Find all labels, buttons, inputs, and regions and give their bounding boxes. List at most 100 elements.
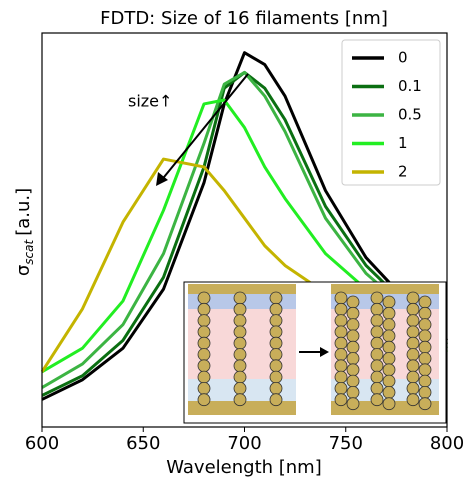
series-line: [41, 51, 449, 401]
particle: [334, 359, 348, 373]
particle: [406, 336, 420, 350]
particle: [346, 340, 360, 354]
particle: [197, 370, 211, 384]
particle: [406, 302, 420, 316]
legend-label: 1: [398, 134, 408, 152]
legend-label: 0.1: [398, 77, 422, 95]
particle: [382, 329, 396, 343]
x-tick-label: 700: [227, 433, 261, 454]
particle: [370, 302, 384, 316]
particle: [269, 314, 283, 328]
particle: [382, 295, 396, 309]
legend-label: 0.5: [398, 106, 422, 124]
particle: [334, 291, 348, 305]
y-label-subscript: scat: [22, 239, 36, 265]
particle: [197, 381, 211, 395]
particle: [370, 336, 384, 350]
particle: [370, 381, 384, 395]
particle: [382, 352, 396, 365]
particle: [406, 393, 420, 407]
legend-box: [341, 39, 441, 186]
y-axis-label: σscat [a.u.]: [13, 188, 36, 276]
particle: [269, 393, 283, 407]
particle: [233, 348, 247, 361]
x-tick-label: 750: [329, 433, 363, 454]
particle: [346, 385, 360, 399]
particle: [370, 393, 384, 407]
particle: [233, 336, 247, 350]
substrate-top: [188, 284, 296, 294]
particle: [370, 314, 384, 328]
particle: [233, 302, 247, 316]
particle: [346, 318, 360, 332]
particle: [370, 291, 384, 305]
particle: [269, 291, 283, 305]
particle: [418, 385, 432, 399]
particle: [382, 318, 396, 332]
x-tick-label: 650: [126, 433, 160, 454]
particle: [406, 359, 420, 373]
particle: [382, 363, 396, 377]
particle: [382, 374, 396, 388]
particle: [418, 363, 432, 377]
particle: [197, 314, 211, 328]
particle: [197, 302, 211, 316]
y-label-unit: [a.u.]: [13, 188, 34, 236]
particle: [197, 359, 211, 373]
y-label-symbol: σ: [13, 265, 34, 276]
substrate-top: [331, 284, 439, 294]
particle: [406, 370, 420, 384]
particle: [233, 370, 247, 384]
particle: [197, 393, 211, 407]
particle: [233, 393, 247, 407]
chart-title: FDTD: Size of 16 filaments [nm]: [100, 8, 388, 29]
particle: [382, 397, 396, 411]
particle: [233, 291, 247, 305]
particle: [197, 348, 211, 361]
particle: [370, 348, 384, 361]
particle: [269, 348, 283, 361]
particle: [334, 314, 348, 328]
particle: [233, 325, 247, 339]
particle: [418, 397, 432, 411]
particle: [269, 302, 283, 316]
particle: [334, 381, 348, 395]
particle: [346, 374, 360, 388]
particle: [406, 291, 420, 305]
particle: [346, 397, 360, 411]
particle: [334, 336, 348, 350]
particle: [382, 385, 396, 399]
x-tick-label: 600: [25, 433, 59, 454]
series-line: [41, 70, 449, 389]
particle: [334, 302, 348, 316]
particle: [346, 352, 360, 365]
particle: [418, 295, 432, 309]
particle: [370, 325, 384, 339]
particle: [346, 363, 360, 377]
particle: [233, 314, 247, 328]
particle: [418, 329, 432, 343]
particle: [269, 359, 283, 373]
particle: [197, 336, 211, 350]
particle: [197, 325, 211, 339]
x-axis-label: Wavelength [nm]: [166, 457, 322, 478]
particle: [346, 306, 360, 320]
legend: 0 0.1 0.5 1 2: [341, 39, 441, 186]
particle: [233, 381, 247, 395]
particle: [418, 318, 432, 332]
substrate-bottom: [188, 401, 296, 415]
particle: [269, 325, 283, 339]
particle: [334, 348, 348, 361]
particle: [382, 306, 396, 320]
particle: [269, 381, 283, 395]
particle: [418, 306, 432, 320]
particle: [418, 374, 432, 388]
annotation: size↑: [128, 92, 172, 111]
particle: [233, 359, 247, 373]
particle: [334, 393, 348, 407]
inset-arrow-head: [320, 347, 329, 357]
legend-label: 0: [398, 49, 408, 67]
particle: [370, 359, 384, 373]
particle: [197, 291, 211, 305]
particle: [346, 295, 360, 309]
